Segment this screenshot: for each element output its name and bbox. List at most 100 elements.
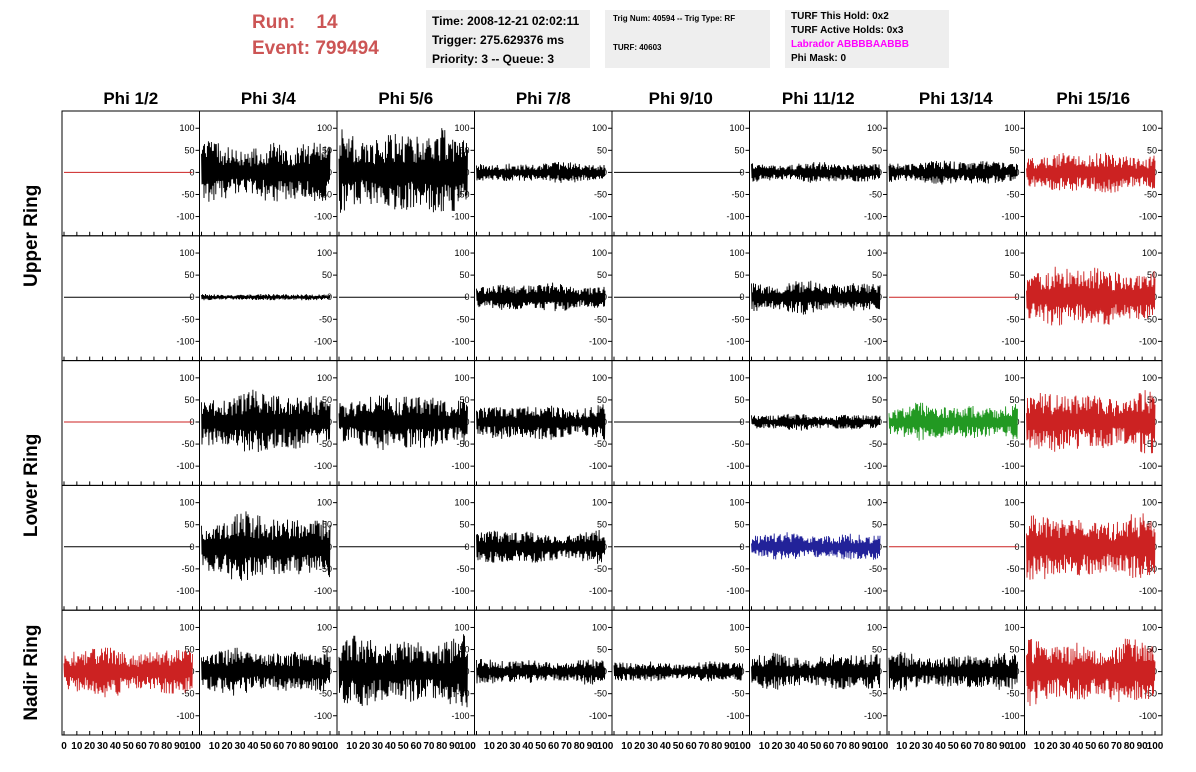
x-tick-label: 50 [673,741,685,752]
x-tick-label: 90 [1137,741,1149,752]
y-tick-label: -100 [176,711,194,721]
y-tick-label: 50 [597,270,607,280]
x-tick-label: 40 [385,741,397,752]
y-tick-label: -50 [731,564,744,574]
y-tick-label: 100 [592,248,607,258]
y-tick-label: -50 [731,189,744,199]
x-tick-label: 20 [84,741,96,752]
x-tick-label: 50 [1085,741,1097,752]
waveform-trace [201,389,331,453]
y-tick-label: 100 [1004,498,1019,508]
y-tick-label: -100 [314,711,332,721]
x-tick-label: 20 [1047,741,1059,752]
x-tick-label: 100 [1147,741,1164,752]
y-tick-label: -50 [1006,439,1019,449]
time-trigger-panel: Time: 2008-12-21 02:02:11 Trigger: 275.6… [426,10,590,68]
x-tick-label: 90 [724,741,736,752]
y-tick-label: -50 [1006,314,1019,324]
turf-active-holds-text: TURF Active Holds: 0x3 [791,25,904,36]
x-tick-label: 30 [1059,741,1071,752]
y-tick-label: -100 [176,212,194,222]
trig-num-text: Trig Num: 40594 -- Trig Type: RF [613,14,736,23]
waveform-trace [751,652,881,690]
y-tick-label: -50 [731,439,744,449]
ring-label: Lower Ring [21,434,42,537]
waveform-trace [1026,266,1156,326]
x-tick-label: 10 [484,741,496,752]
waveform-trace [201,511,331,581]
y-tick-label: -100 [726,212,744,222]
time-text: Time: 2008-12-21 02:02:11 [432,14,580,28]
x-tick-label: 20 [359,741,371,752]
x-tick-label: 40 [935,741,947,752]
y-tick-label: 100 [454,498,469,508]
x-tick-label: 70 [836,741,848,752]
x-tick-label: 70 [1111,741,1123,752]
x-tick-label: 50 [948,741,960,752]
y-tick-label: -50 [456,314,469,324]
y-tick-label: -100 [1139,586,1157,596]
event-label: Event: [252,38,311,59]
labrador-text: Labrador ABBBBAABBB [791,39,909,50]
y-tick-label: 100 [592,373,607,383]
x-tick-label: 10 [621,741,633,752]
x-tick-label: 90 [449,741,461,752]
y-tick-label: 50 [459,520,469,530]
y-tick-label: -50 [181,189,194,199]
y-tick-label: 50 [184,520,194,530]
waveform-trace [338,394,468,451]
y-tick-label: -50 [731,689,744,699]
x-tick-label: 40 [797,741,809,752]
y-tick-label: 50 [872,145,882,155]
waveform-trace [63,647,193,698]
y-tick-label: -100 [176,586,194,596]
y-tick-label: -100 [589,711,607,721]
x-tick-label: 0 [61,741,67,752]
waveform-trace [751,162,881,183]
y-tick-label: 100 [1142,248,1157,258]
y-tick-label: 50 [322,145,332,155]
y-tick-label: -100 [864,336,882,346]
y-tick-label: -100 [589,336,607,346]
x-tick-label: 30 [234,741,246,752]
y-tick-label: -100 [589,586,607,596]
y-tick-label: 50 [597,145,607,155]
run-row: Run: 14 [252,10,379,36]
y-tick-label: 50 [459,270,469,280]
waveform-trace [201,647,331,696]
y-tick-label: -100 [451,461,469,471]
y-tick-label: -50 [1006,189,1019,199]
y-tick-label: -100 [864,711,882,721]
column-header: Phi 9/10 [649,89,713,108]
y-tick-label: -50 [1144,189,1157,199]
y-tick-label: 100 [729,373,744,383]
y-tick-label: 100 [867,248,882,258]
x-tick-label: 80 [436,741,448,752]
x-tick-label: 20 [634,741,646,752]
y-tick-label: 100 [867,123,882,133]
y-tick-label: -50 [319,564,332,574]
column-header: Phi 3/4 [241,89,296,108]
y-tick-label: -100 [314,461,332,471]
y-tick-label: -100 [451,212,469,222]
y-tick-label: 100 [729,498,744,508]
x-tick-label: 40 [1072,741,1084,752]
y-tick-label: 100 [1004,123,1019,133]
y-tick-label: 50 [872,270,882,280]
y-tick-label: -50 [181,689,194,699]
x-tick-label: 80 [161,741,173,752]
waveform-trace [338,128,468,213]
x-tick-label: 10 [896,741,908,752]
waveform-trace [201,141,331,202]
x-tick-label: 70 [561,741,573,752]
y-tick-label: 50 [459,145,469,155]
y-tick-label: -50 [456,439,469,449]
x-tick-label: 40 [660,741,672,752]
y-tick-label: -100 [1139,461,1157,471]
y-tick-label: -50 [181,564,194,574]
x-tick-label: 10 [346,741,358,752]
column-header: Phi 5/6 [378,89,433,108]
x-tick-label: 10 [759,741,771,752]
y-tick-label: -50 [869,564,882,574]
waveform-trace [751,532,881,560]
